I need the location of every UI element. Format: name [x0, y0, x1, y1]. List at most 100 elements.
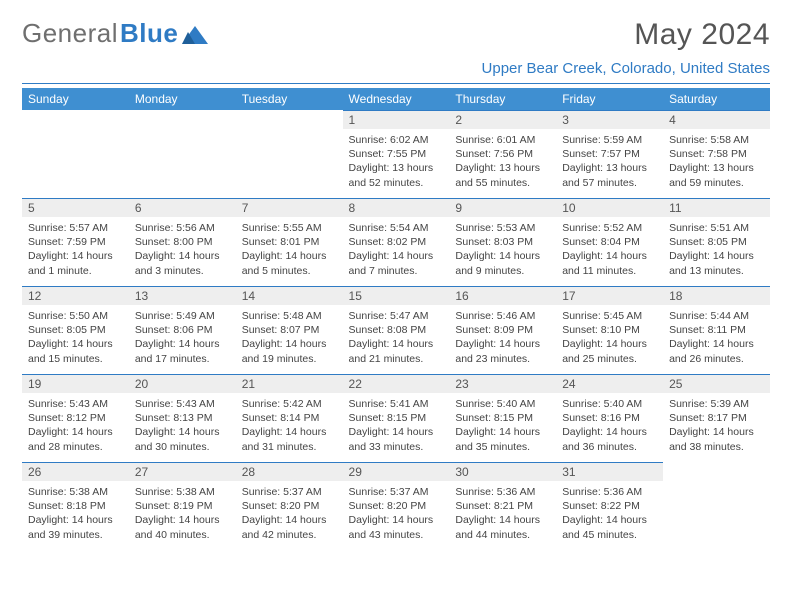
logo-shape-icon	[182, 24, 208, 44]
day-details: Sunrise: 5:54 AMSunset: 8:02 PMDaylight:…	[343, 217, 450, 284]
day-number: 23	[449, 374, 556, 393]
day-details: Sunrise: 5:49 AMSunset: 8:06 PMDaylight:…	[129, 305, 236, 372]
day-details: Sunrise: 5:36 AMSunset: 8:22 PMDaylight:…	[556, 481, 663, 548]
day-details: Sunrise: 5:44 AMSunset: 8:11 PMDaylight:…	[663, 305, 770, 372]
calendar-day-cell: 1Sunrise: 6:02 AMSunset: 7:55 PMDaylight…	[343, 110, 450, 198]
brand-logo: GeneralBlue	[22, 18, 208, 49]
day-details: Sunrise: 5:40 AMSunset: 8:15 PMDaylight:…	[449, 393, 556, 460]
day-details: Sunrise: 5:38 AMSunset: 8:18 PMDaylight:…	[22, 481, 129, 548]
calendar-day-cell: 31Sunrise: 5:36 AMSunset: 8:22 PMDayligh…	[556, 462, 663, 550]
day-details: Sunrise: 5:43 AMSunset: 8:12 PMDaylight:…	[22, 393, 129, 460]
calendar-day-cell	[663, 462, 770, 550]
day-number: 4	[663, 110, 770, 129]
day-number: 9	[449, 198, 556, 217]
calendar-header-cell: Thursday	[449, 88, 556, 110]
day-details: Sunrise: 5:51 AMSunset: 8:05 PMDaylight:…	[663, 217, 770, 284]
day-details: Sunrise: 6:02 AMSunset: 7:55 PMDaylight:…	[343, 129, 450, 196]
title-rule	[22, 83, 770, 84]
calendar-day-cell	[22, 110, 129, 198]
day-number: 15	[343, 286, 450, 305]
calendar-day-cell: 23Sunrise: 5:40 AMSunset: 8:15 PMDayligh…	[449, 374, 556, 462]
calendar-day-cell: 19Sunrise: 5:43 AMSunset: 8:12 PMDayligh…	[22, 374, 129, 462]
calendar-header-cell: Friday	[556, 88, 663, 110]
day-number: 26	[22, 462, 129, 481]
day-number: 29	[343, 462, 450, 481]
calendar-week-row: 5Sunrise: 5:57 AMSunset: 7:59 PMDaylight…	[22, 198, 770, 286]
day-number: 13	[129, 286, 236, 305]
day-details: Sunrise: 5:48 AMSunset: 8:07 PMDaylight:…	[236, 305, 343, 372]
calendar-day-cell: 18Sunrise: 5:44 AMSunset: 8:11 PMDayligh…	[663, 286, 770, 374]
day-number: 31	[556, 462, 663, 481]
day-number: 14	[236, 286, 343, 305]
day-number: 17	[556, 286, 663, 305]
calendar-day-cell	[129, 110, 236, 198]
day-number: 18	[663, 286, 770, 305]
calendar-day-cell: 4Sunrise: 5:58 AMSunset: 7:58 PMDaylight…	[663, 110, 770, 198]
day-details: Sunrise: 5:55 AMSunset: 8:01 PMDaylight:…	[236, 217, 343, 284]
calendar-day-cell: 27Sunrise: 5:38 AMSunset: 8:19 PMDayligh…	[129, 462, 236, 550]
day-details: Sunrise: 5:58 AMSunset: 7:58 PMDaylight:…	[663, 129, 770, 196]
day-details: Sunrise: 5:38 AMSunset: 8:19 PMDaylight:…	[129, 481, 236, 548]
calendar-day-cell: 12Sunrise: 5:50 AMSunset: 8:05 PMDayligh…	[22, 286, 129, 374]
day-details: Sunrise: 5:43 AMSunset: 8:13 PMDaylight:…	[129, 393, 236, 460]
calendar-table: SundayMondayTuesdayWednesdayThursdayFrid…	[22, 88, 770, 550]
calendar-day-cell: 3Sunrise: 5:59 AMSunset: 7:57 PMDaylight…	[556, 110, 663, 198]
calendar-day-cell: 26Sunrise: 5:38 AMSunset: 8:18 PMDayligh…	[22, 462, 129, 550]
calendar-day-cell: 7Sunrise: 5:55 AMSunset: 8:01 PMDaylight…	[236, 198, 343, 286]
calendar-body: 1Sunrise: 6:02 AMSunset: 7:55 PMDaylight…	[22, 110, 770, 550]
day-number: 22	[343, 374, 450, 393]
day-details: Sunrise: 5:37 AMSunset: 8:20 PMDaylight:…	[236, 481, 343, 548]
calendar-day-cell: 14Sunrise: 5:48 AMSunset: 8:07 PMDayligh…	[236, 286, 343, 374]
calendar-day-cell: 11Sunrise: 5:51 AMSunset: 8:05 PMDayligh…	[663, 198, 770, 286]
calendar-day-cell: 5Sunrise: 5:57 AMSunset: 7:59 PMDaylight…	[22, 198, 129, 286]
calendar-header-cell: Sunday	[22, 88, 129, 110]
calendar-day-cell: 20Sunrise: 5:43 AMSunset: 8:13 PMDayligh…	[129, 374, 236, 462]
day-number: 11	[663, 198, 770, 217]
day-details: Sunrise: 6:01 AMSunset: 7:56 PMDaylight:…	[449, 129, 556, 196]
day-details: Sunrise: 5:46 AMSunset: 8:09 PMDaylight:…	[449, 305, 556, 372]
day-number: 27	[129, 462, 236, 481]
day-number: 1	[343, 110, 450, 129]
day-details: Sunrise: 5:40 AMSunset: 8:16 PMDaylight:…	[556, 393, 663, 460]
day-details: Sunrise: 5:42 AMSunset: 8:14 PMDaylight:…	[236, 393, 343, 460]
day-details: Sunrise: 5:52 AMSunset: 8:04 PMDaylight:…	[556, 217, 663, 284]
calendar-header-cell: Wednesday	[343, 88, 450, 110]
day-details: Sunrise: 5:36 AMSunset: 8:21 PMDaylight:…	[449, 481, 556, 548]
day-details: Sunrise: 5:45 AMSunset: 8:10 PMDaylight:…	[556, 305, 663, 372]
calendar-day-cell: 22Sunrise: 5:41 AMSunset: 8:15 PMDayligh…	[343, 374, 450, 462]
day-number: 3	[556, 110, 663, 129]
day-details: Sunrise: 5:57 AMSunset: 7:59 PMDaylight:…	[22, 217, 129, 284]
calendar-day-cell: 16Sunrise: 5:46 AMSunset: 8:09 PMDayligh…	[449, 286, 556, 374]
day-number: 10	[556, 198, 663, 217]
day-number: 16	[449, 286, 556, 305]
calendar-day-cell: 21Sunrise: 5:42 AMSunset: 8:14 PMDayligh…	[236, 374, 343, 462]
day-number: 2	[449, 110, 556, 129]
calendar-day-cell: 17Sunrise: 5:45 AMSunset: 8:10 PMDayligh…	[556, 286, 663, 374]
calendar-header-cell: Monday	[129, 88, 236, 110]
calendar-day-cell: 30Sunrise: 5:36 AMSunset: 8:21 PMDayligh…	[449, 462, 556, 550]
calendar-day-cell: 6Sunrise: 5:56 AMSunset: 8:00 PMDaylight…	[129, 198, 236, 286]
day-number: 19	[22, 374, 129, 393]
calendar-header-row: SundayMondayTuesdayWednesdayThursdayFrid…	[22, 88, 770, 110]
calendar-header-cell: Tuesday	[236, 88, 343, 110]
calendar-week-row: 26Sunrise: 5:38 AMSunset: 8:18 PMDayligh…	[22, 462, 770, 550]
day-details: Sunrise: 5:39 AMSunset: 8:17 PMDaylight:…	[663, 393, 770, 460]
calendar-day-cell: 25Sunrise: 5:39 AMSunset: 8:17 PMDayligh…	[663, 374, 770, 462]
day-number: 21	[236, 374, 343, 393]
location-text: Upper Bear Creek, Colorado, United State…	[482, 60, 770, 77]
calendar-header-cell: Saturday	[663, 88, 770, 110]
brand-part2: Blue	[120, 18, 178, 49]
calendar-day-cell	[236, 110, 343, 198]
day-number: 6	[129, 198, 236, 217]
calendar-day-cell: 24Sunrise: 5:40 AMSunset: 8:16 PMDayligh…	[556, 374, 663, 462]
day-number: 28	[236, 462, 343, 481]
day-details: Sunrise: 5:59 AMSunset: 7:57 PMDaylight:…	[556, 129, 663, 196]
day-details: Sunrise: 5:37 AMSunset: 8:20 PMDaylight:…	[343, 481, 450, 548]
calendar-week-row: 19Sunrise: 5:43 AMSunset: 8:12 PMDayligh…	[22, 374, 770, 462]
calendar-day-cell: 9Sunrise: 5:53 AMSunset: 8:03 PMDaylight…	[449, 198, 556, 286]
day-details: Sunrise: 5:47 AMSunset: 8:08 PMDaylight:…	[343, 305, 450, 372]
day-number: 20	[129, 374, 236, 393]
day-number: 12	[22, 286, 129, 305]
day-number: 5	[22, 198, 129, 217]
calendar-day-cell: 2Sunrise: 6:01 AMSunset: 7:56 PMDaylight…	[449, 110, 556, 198]
